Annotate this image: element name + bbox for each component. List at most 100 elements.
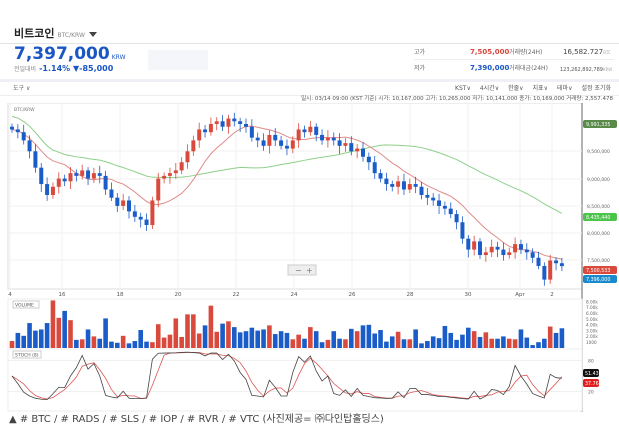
candle: [91, 173, 96, 179]
low-label: 저가: [414, 65, 426, 72]
current-price: 7,397,000 KRW: [14, 45, 126, 67]
symbol-label: BTC/KRW: [14, 107, 35, 113]
tools-menu[interactable]: 도구 ∨: [13, 85, 31, 92]
candle: [331, 137, 336, 141]
x-tick-label: 16: [59, 292, 66, 298]
candle: [162, 175, 167, 179]
x-tick-label: 28: [407, 292, 414, 298]
y-tick-label: 8,000,000: [587, 231, 610, 237]
menu-label: KST: [455, 85, 467, 92]
volume-bar: [191, 314, 196, 348]
zoom-in-button[interactable]: +: [306, 266, 313, 275]
indicator-menu[interactable]: 지표∨: [532, 85, 549, 92]
volume-bar: [296, 334, 301, 348]
ma-long-tag-bg: [583, 120, 617, 128]
candle: [284, 145, 289, 149]
volume-bar: [366, 324, 372, 348]
reset-settings-button[interactable]: 설정 초기화: [581, 85, 611, 92]
high-value: 7,505,000: [470, 48, 510, 56]
coin-selector[interactable]: 비트코인 BTC/KRW: [14, 27, 97, 42]
candle: [45, 184, 50, 195]
volume-bar: [272, 334, 278, 348]
volume-tick-label: 6.00k: [586, 311, 598, 316]
candle: [208, 124, 213, 133]
volume-bar: [343, 339, 348, 348]
stoch-d-tag: 37.76: [585, 381, 599, 387]
zoom-out-button[interactable]: −: [295, 266, 302, 275]
candle: [203, 129, 208, 133]
stoch-k-tag-bg: [583, 369, 599, 377]
volume-bar: [33, 330, 38, 348]
menu-label: 4시간: [479, 85, 495, 92]
candle: [132, 211, 137, 217]
volume-bar: [466, 327, 471, 348]
ma-mid-tag: 8,435,440: [586, 215, 610, 221]
candle: [86, 170, 91, 179]
price-change: 전일대비 -1.14% ▼-85,000: [14, 64, 113, 75]
candle: [425, 194, 430, 198]
volume-bar: [372, 333, 377, 348]
volume-bar: [407, 339, 413, 348]
x-tick-label: 30: [465, 292, 472, 298]
candle: [530, 252, 535, 258]
volume-bar: [97, 338, 103, 348]
ohlc-info: 일시: 03/14 09:00 (KST 기준) 시가: 10,167,000 …: [301, 96, 613, 102]
candle: [39, 167, 44, 185]
x-tick-label: 20: [175, 292, 182, 298]
low-value: 7,390,000: [470, 64, 510, 72]
candle: [255, 137, 260, 141]
candle: [296, 129, 301, 141]
candle: [10, 126, 14, 130]
volume-bar: [150, 342, 155, 348]
volume-bar: [360, 325, 366, 348]
y-tick-label: 8,500,000: [587, 204, 610, 210]
candle: [273, 134, 278, 141]
theme-menu[interactable]: 테마∨: [557, 85, 573, 92]
candle: [495, 246, 500, 250]
candle: [74, 173, 79, 176]
volume-bar: [68, 320, 73, 348]
volume-bar: [489, 338, 494, 348]
candle: [50, 186, 55, 195]
candle: [320, 134, 325, 141]
volume-bar: [50, 300, 56, 348]
candle: [56, 178, 61, 187]
volume-label: 거래량(24H): [509, 49, 543, 56]
y-tick-label: 9,500,000: [587, 149, 610, 155]
volume-bar: [460, 334, 465, 348]
tools-label: 도구: [13, 85, 25, 92]
divider: [414, 59, 614, 60]
volume-tick-label: 4.00k: [586, 323, 598, 328]
price-chart[interactable]: 9,500,000 9,000,000 8,500,000 8,000,000 7,50…: [0, 103, 619, 412]
ma-long-tag: 9,991,335: [586, 122, 610, 128]
volume-bar: [267, 325, 272, 348]
candle: [244, 124, 248, 127]
change-pct: -1.14%: [39, 64, 71, 73]
candle: [559, 263, 564, 267]
volume-bar: [278, 331, 284, 348]
last-price-tag-bg: [583, 275, 617, 283]
last-price-tag: 7,396,000: [586, 277, 610, 283]
volume-bar: [337, 338, 342, 348]
candle: [267, 134, 272, 146]
timezone-menu[interactable]: KST∨: [455, 85, 471, 92]
volume-bar: [15, 332, 21, 348]
candle: [355, 148, 360, 152]
stoch-tick-label: 20: [588, 390, 594, 396]
candle: [542, 265, 547, 280]
candle: [97, 173, 102, 176]
candle: [478, 241, 482, 256]
candle: [349, 143, 354, 152]
interval-menu[interactable]: 4시간∨: [479, 85, 500, 92]
volume-bar: [249, 327, 255, 348]
candle: [396, 181, 401, 187]
stoch-k-line: [11, 351, 562, 401]
ma-short-tag-bg: [583, 266, 617, 274]
volume-bar: [547, 326, 553, 348]
volume-bar: [290, 339, 296, 348]
volume-bar: [243, 331, 249, 348]
zoom-controls[interactable]: [287, 264, 317, 276]
chart-type-menu[interactable]: 한줄∨: [508, 85, 524, 92]
candle: [372, 162, 377, 174]
x-tick-label: 18: [117, 292, 124, 298]
